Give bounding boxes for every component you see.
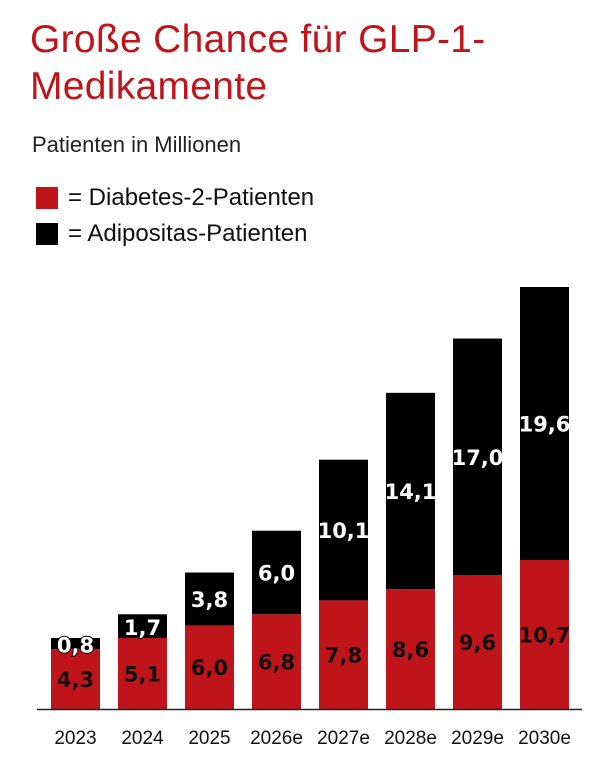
bar-segment-adipositas — [319, 459, 368, 601]
data-label: 8,6 — [392, 638, 429, 662]
bar-segment-adipositas — [252, 530, 301, 615]
bar-segment-adipositas — [520, 287, 569, 560]
bar-segment-diabetes — [185, 625, 234, 709]
data-label: 5,1 — [124, 662, 161, 686]
data-label: 6,0 — [191, 656, 228, 680]
x-tick-label: 2028e — [384, 728, 437, 749]
data-label: 3,8 — [191, 588, 228, 612]
x-tick-label: 2026e — [250, 728, 303, 749]
data-label: 10,7 — [519, 623, 571, 647]
data-label: 6,0 — [258, 562, 295, 586]
data-label: 7,8 — [325, 644, 362, 668]
bar-segment-diabetes — [319, 600, 368, 709]
legend-label: = Diabetes-2-Patienten — [68, 184, 315, 211]
bar-segment-adipositas — [185, 572, 234, 626]
data-label: 10,1 — [318, 519, 370, 543]
x-tick-label: 2024 — [121, 728, 164, 749]
bar-segment-diabetes — [118, 637, 167, 709]
data-label: 0,8 — [57, 634, 94, 658]
bar-segment-diabetes — [453, 575, 502, 709]
bar-segment-adipositas — [51, 637, 100, 650]
x-tick-label: 2023 — [54, 728, 96, 749]
data-label: 6,8 — [258, 651, 295, 675]
chart-title: Große Chance für GLP-1-Medikamente — [30, 18, 486, 108]
data-label: 17,0 — [452, 446, 504, 470]
bar-segment-adipositas — [453, 338, 502, 576]
data-label: 4,3 — [57, 668, 94, 692]
legend-label: = Adipositas-Patienten — [68, 220, 308, 247]
data-label: 1,7 — [124, 616, 161, 640]
data-label: 9,6 — [459, 631, 496, 655]
x-tick-label: 2027e — [317, 728, 370, 749]
bar-segment-adipositas — [118, 614, 167, 638]
bar-segment-diabetes — [252, 614, 301, 709]
legend-swatch-black — [36, 223, 58, 245]
legend-item-adipositas: = Adipositas-Patienten — [36, 220, 308, 248]
chart-subtitle: Patienten in Millionen — [32, 132, 242, 157]
data-label: 19,6 — [519, 412, 571, 436]
bar-segment-diabetes — [520, 559, 569, 709]
x-tick-label: 2025 — [188, 728, 230, 749]
bar-segment-adipositas — [386, 392, 435, 590]
x-tick-label: 2029e — [451, 728, 504, 749]
legend-item-diabetes: = Diabetes-2-Patienten — [36, 184, 314, 212]
bar-segment-diabetes — [386, 589, 435, 709]
x-tick-label: 2030e — [518, 728, 571, 749]
bar-segment-diabetes — [51, 649, 100, 709]
data-label: 14,1 — [385, 480, 437, 504]
legend-swatch-red — [36, 187, 58, 209]
